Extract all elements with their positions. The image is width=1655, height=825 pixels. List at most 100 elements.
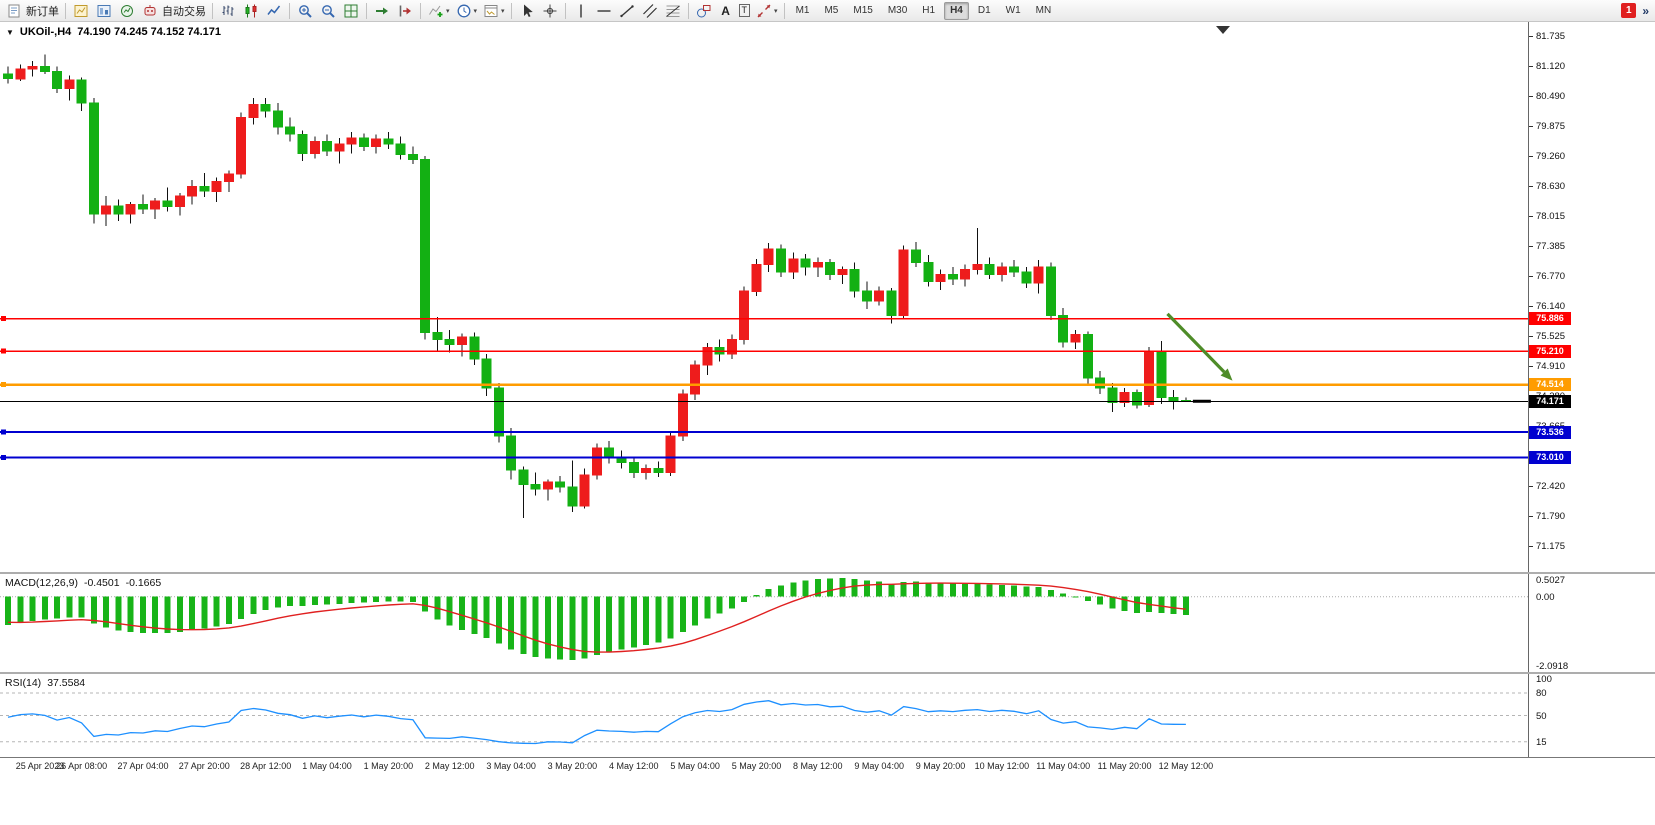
notification-badge[interactable]: 1 (1621, 3, 1637, 18)
toolbar-separator (564, 2, 566, 19)
price-tag: 75.210 (1529, 344, 1571, 358)
date-axis-label: 10 May 12:00 (974, 761, 1030, 771)
auto-trading-button[interactable]: 自动交易 (139, 1, 208, 20)
date-axis-label: 25 Apr 2023 (15, 761, 65, 771)
chart-shift-marker[interactable] (1216, 26, 1230, 34)
date-axis-label: 12 May 12:00 (1158, 761, 1214, 771)
horizontal-line-icon[interactable] (593, 2, 615, 20)
rsi-name: RSI(14) (5, 677, 42, 689)
time-axis[interactable]: 25 Apr 2023 26 Apr 08:00 27 Apr 04:00 27 Ap… (0, 760, 1528, 778)
bar-chart-icon[interactable] (217, 2, 239, 20)
current-price-tag: 74.171 (1529, 394, 1571, 408)
level-lines[interactable] (0, 316, 1528, 460)
toolbar: 新订单 自动交易 ▾ ▾ ▾ (0, 0, 1655, 22)
one-click-trading-arrow[interactable]: ▼ (6, 27, 14, 37)
crosshair-icon[interactable] (539, 2, 561, 20)
timeframe-m15-button[interactable]: M15 (853, 4, 873, 16)
price-axis-label: 77.385 (1536, 241, 1566, 253)
axis-tick (1529, 516, 1533, 518)
timeframe-d1-button[interactable]: D1 (977, 4, 991, 16)
price-axis[interactable]: 81.735 81.120 80.490 79.875 79.260 78.630 78.0… (1528, 22, 1655, 572)
shapes-icon[interactable] (693, 2, 715, 20)
indicators-button[interactable]: ▾ (425, 1, 452, 20)
rsi-axis[interactable]: 100 80 50 15 (1528, 674, 1655, 757)
text-icon[interactable]: A (721, 3, 730, 18)
axis-tick (1529, 546, 1533, 547)
rsi-axis-label: 15 (1536, 736, 1547, 748)
candlestick-icon[interactable] (240, 2, 262, 20)
axis-tick (1529, 155, 1533, 157)
toolbar-separator (212, 2, 213, 19)
price-axis-label: 78.015 (1536, 210, 1566, 222)
date-axis-label: 2 May 12:00 (424, 761, 475, 771)
timeframe-h1-button[interactable]: H1 (922, 4, 936, 16)
toolbar-separator (510, 2, 512, 19)
auto-scroll-icon[interactable] (371, 2, 393, 20)
vertical-line-icon[interactable] (570, 2, 592, 20)
axis-tick (1529, 65, 1533, 67)
cursor-icon[interactable] (516, 2, 538, 20)
zoom-out-icon[interactable] (317, 2, 339, 20)
rsi-value: 37.5584 (47, 677, 86, 689)
new-order-button[interactable]: 新订单 (3, 1, 61, 20)
panel-separator[interactable] (0, 572, 1655, 574)
toolbar-separator (289, 2, 290, 19)
chevron-down-icon[interactable]: ▾ (473, 7, 478, 15)
chevron-down-icon[interactable]: ▾ (774, 7, 778, 15)
new-chart-icon[interactable] (70, 2, 92, 20)
profiles-icon[interactable] (93, 2, 115, 20)
toolbar-overflow-icon[interactable]: » (1642, 3, 1649, 18)
toolbar-separator (366, 2, 367, 19)
new-order-label: 新订单 (26, 5, 59, 18)
axis-tick (1529, 36, 1533, 37)
price-tag: 75.886 (1529, 312, 1571, 325)
templates-button[interactable]: ▾ (480, 1, 507, 20)
date-axis-label: 4 May 12:00 (609, 761, 659, 771)
axis-tick (1529, 215, 1533, 217)
chevron-down-icon[interactable]: ▾ (446, 7, 450, 15)
chevron-down-icon[interactable]: ▾ (501, 7, 505, 15)
tile-windows-icon[interactable] (340, 2, 362, 20)
chart-title: ▼ UKOil-,H4 74.190 74.245 74.152 74.171 (6, 26, 221, 38)
price-axis-label: 79.875 (1536, 120, 1566, 132)
price-tag: 74.514 (1529, 378, 1571, 392)
macd-plot[interactable] (0, 574, 1528, 672)
time-axis-border (0, 757, 1655, 758)
toolbar-separator (420, 2, 421, 19)
date-axis-label: 27 Apr 20:00 (178, 761, 230, 771)
timeframe-w1-button[interactable]: W1 (1005, 4, 1021, 16)
fibonacci-icon[interactable] (662, 2, 684, 20)
arrows-button[interactable]: ▾ (753, 1, 780, 20)
timeframe-h4-button[interactable]: H4 (944, 1, 969, 20)
trendline-icon[interactable] (616, 2, 638, 20)
periods-clock-icon (455, 2, 473, 20)
axis-tick (1529, 365, 1533, 367)
timeframe-mn-button[interactable]: MN (1035, 4, 1052, 16)
date-axis-label: 8 May 12:00 (793, 761, 843, 771)
line-chart-icon[interactable] (263, 2, 285, 20)
periods-button[interactable]: ▾ (453, 1, 480, 20)
chart-shift-icon[interactable] (394, 2, 416, 20)
market-watch-icon[interactable] (116, 2, 138, 20)
macd-axis[interactable]: 0.5027 0.00 -2.0918 (1528, 574, 1655, 672)
rsi-axis-label: 80 (1536, 688, 1547, 699)
toolbar-separator (65, 2, 66, 19)
price-axis-label: 76.770 (1536, 270, 1566, 282)
axis-tick (1529, 96, 1533, 98)
axis-tick (1529, 186, 1533, 187)
text-label-icon[interactable]: T (738, 4, 751, 17)
macd-axis-label: 0.00 (1536, 591, 1555, 603)
price-tag: 73.010 (1529, 450, 1571, 464)
trend-arrow[interactable] (1166, 312, 1233, 381)
channel-icon[interactable] (639, 2, 661, 20)
timeframe-m5-button[interactable]: M5 (824, 4, 839, 16)
timeframe-m1-button[interactable]: M1 (795, 4, 810, 16)
timeframe-m30-button[interactable]: M30 (887, 4, 908, 16)
axis-tick (1529, 306, 1533, 308)
rsi-plot[interactable] (0, 674, 1528, 757)
main-chart-plot[interactable] (0, 22, 1528, 572)
macd-name: MACD(12,26,9) (5, 577, 78, 589)
panel-separator[interactable] (0, 672, 1655, 674)
zoom-in-icon[interactable] (294, 2, 316, 20)
